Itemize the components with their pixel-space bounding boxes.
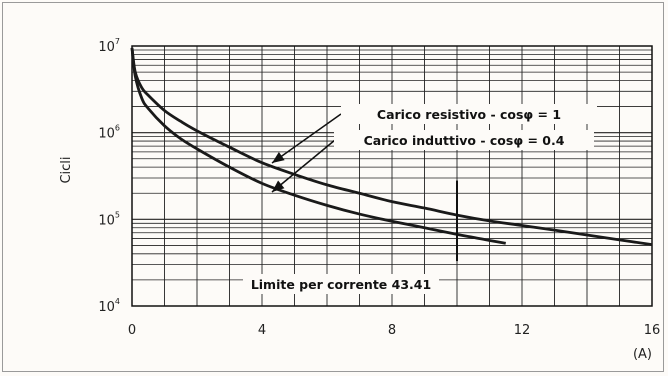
y-tick-label: 107 bbox=[98, 37, 120, 55]
x-unit-label: (A) bbox=[633, 347, 652, 362]
arrow-inductive bbox=[271, 139, 336, 193]
y-axis-label: Cicli bbox=[59, 156, 74, 183]
plot-border bbox=[131, 45, 653, 307]
y-tick-label: 105 bbox=[98, 210, 120, 228]
x-tick-label: 0 bbox=[128, 323, 136, 338]
y-tick-label: 104 bbox=[98, 297, 120, 315]
y-tick-labels: 104 105 106 107 bbox=[98, 37, 120, 315]
x-tick-label: 8 bbox=[388, 323, 396, 338]
x-tick-label: 12 bbox=[514, 323, 531, 338]
arrow-resistive bbox=[271, 113, 342, 164]
arrow-resistive-head bbox=[272, 151, 285, 163]
x-tick-labels: 0 4 8 12 16 bbox=[128, 323, 660, 338]
resistive-curve bbox=[130, 47, 653, 247]
annotation-inductive: Carico induttivo - cosφ = 0.4 bbox=[334, 130, 594, 150]
annotation-resistive: Carico resistivo - cosφ = 1 bbox=[341, 104, 597, 124]
chart-frame bbox=[2, 2, 664, 372]
annotation-limit-label: Limite per corrente 43.41 bbox=[251, 277, 431, 292]
y-tick-label: 106 bbox=[98, 124, 120, 142]
x-tick-label: 4 bbox=[258, 323, 266, 338]
annotation-resistive-label: Carico resistivo - cosφ = 1 bbox=[377, 107, 561, 122]
arrow-inductive-head bbox=[272, 180, 285, 192]
annotation-limit: Limite per corrente 43.41 bbox=[243, 274, 439, 294]
grid bbox=[132, 46, 652, 306]
annotation-inductive-label: Carico induttivo - cosφ = 0.4 bbox=[364, 133, 565, 148]
x-tick-label: 16 bbox=[644, 323, 661, 338]
annotation-arrows bbox=[271, 113, 342, 193]
